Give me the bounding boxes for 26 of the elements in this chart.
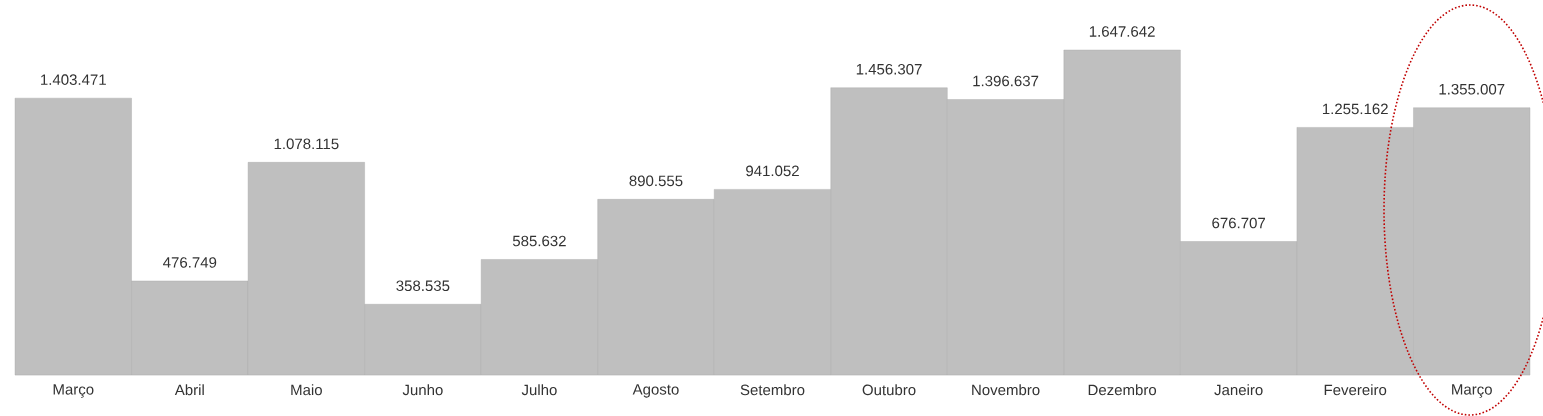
data-label: 676.707 — [1212, 217, 1265, 229]
data-label: 1.647.642 — [1089, 26, 1155, 37]
data-label: 1.078.115 — [274, 138, 339, 150]
data-label: 585.632 — [512, 235, 566, 247]
data-label: 1.403.471 — [41, 74, 106, 85]
x-tick-label: Maio — [291, 384, 322, 396]
x-tick-label: Novembro — [972, 384, 1040, 396]
data-label: 358.535 — [396, 280, 450, 292]
x-tick-label: Outubro — [862, 384, 916, 396]
data-label: 890.555 — [629, 175, 683, 187]
data-label: 941.052 — [746, 165, 799, 177]
data-label: 1.355.007 — [1439, 83, 1505, 95]
x-tick-label: Março — [53, 384, 94, 398]
x-tick-label: Fevereiro — [1324, 384, 1387, 396]
data-label: 476.749 — [163, 257, 217, 268]
x-tick-label: Dezembro — [1088, 384, 1157, 396]
x-tick-label: Agosto — [632, 384, 679, 398]
x-tick-label: Março — [1452, 384, 1492, 398]
data-label: 1.396.637 — [973, 75, 1039, 87]
data-label: 1.456.307 — [856, 63, 922, 75]
x-tick-label: Julho — [521, 384, 557, 396]
x-tick-label: Junho — [402, 384, 443, 396]
data-label: 1.255.162 — [1322, 103, 1388, 115]
x-tick-label: Setembro — [740, 384, 805, 396]
x-tick-label: Janeiro — [1214, 384, 1263, 396]
x-tick-label: Abril — [174, 384, 204, 396]
